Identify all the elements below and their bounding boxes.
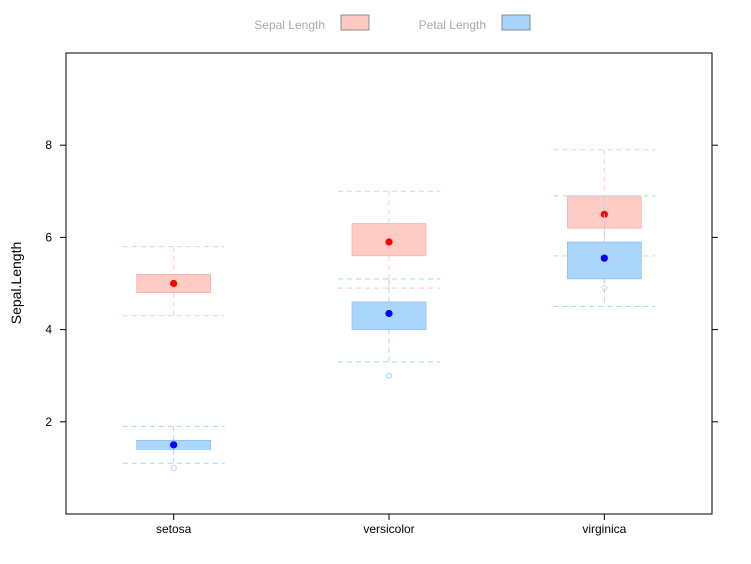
y-axis-title: Sepal.Length xyxy=(8,242,24,325)
outlier-point-petal-length xyxy=(385,372,393,379)
chart-marks xyxy=(122,149,656,471)
axes: 2 4 6 8 setosa versicolor virginica xyxy=(45,138,718,536)
median-point-petal-length xyxy=(170,441,178,449)
y-tick-label: 4 xyxy=(45,323,52,337)
legend-label-petal-length: Petal Length xyxy=(419,18,486,32)
legend-swatch-sepal-length xyxy=(340,14,370,31)
y-tick-label: 2 xyxy=(45,415,52,429)
legend-swatch-petal-length xyxy=(501,14,531,31)
x-tick-label: setosa xyxy=(156,522,192,536)
median-point-sepal-length xyxy=(170,279,178,288)
legend: Sepal Length Petal Length xyxy=(254,14,531,32)
median-point-petal-length xyxy=(385,309,393,318)
x-tick-label: virginica xyxy=(582,522,626,536)
outlier-point-petal-length xyxy=(170,464,177,471)
legend-label-sepal-length: Sepal Length xyxy=(254,18,325,32)
median-point-sepal-length xyxy=(385,238,393,246)
y-tick-label: 6 xyxy=(45,230,52,244)
median-point-petal-length xyxy=(600,254,608,262)
x-tick-label: versicolor xyxy=(363,522,414,536)
y-tick-label: 8 xyxy=(45,138,52,152)
